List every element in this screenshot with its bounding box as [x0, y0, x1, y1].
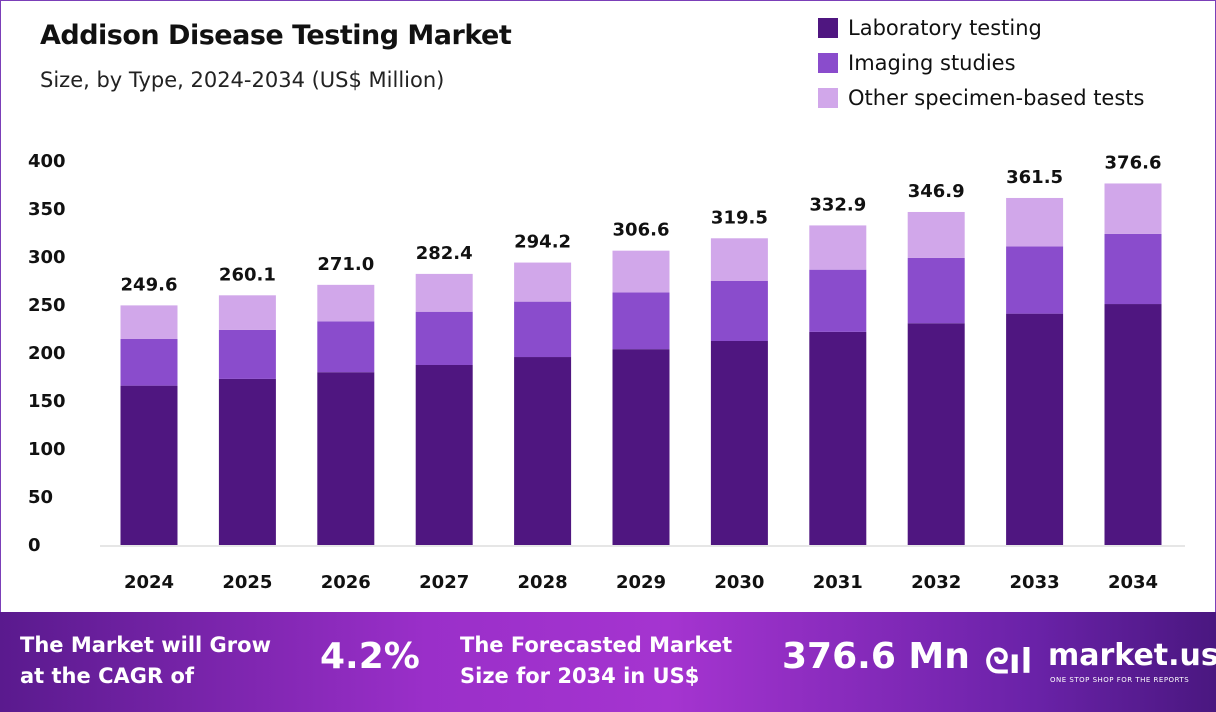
bar-segment-laboratory: [218, 378, 276, 545]
legend-label: Imaging studies: [848, 50, 1016, 75]
bar-segment-imaging: [612, 292, 670, 350]
bar-segment-other: [809, 225, 867, 270]
bar-segment-other: [612, 250, 670, 293]
data-label: 361.5: [1006, 167, 1063, 188]
data-label: 346.9: [908, 181, 965, 202]
bar-segment-laboratory: [1104, 304, 1162, 545]
chart-subtitle: Size, by Type, 2024-2034 (US$ Million): [40, 68, 445, 92]
data-label: 282.4: [416, 243, 473, 264]
summary-banner: The Market will Grow at the CAGR of 4.2% …: [0, 612, 1216, 712]
legend-swatch: [818, 87, 838, 108]
bar-segment-other: [514, 262, 572, 302]
bar-segment-other: [415, 273, 473, 312]
bar-segment-laboratory: [120, 385, 178, 545]
logo: market.us: [1048, 638, 1216, 673]
data-label: 260.1: [219, 264, 276, 285]
bar-segment-imaging: [710, 281, 768, 341]
bar-segment-imaging: [120, 338, 178, 386]
y-tick-label: 50: [28, 487, 53, 508]
legend-swatch: [818, 17, 838, 38]
legend-label: Other specimen-based tests: [848, 85, 1145, 110]
x-tick-label: 2028: [518, 572, 568, 593]
chart-title: Addison Disease Testing Market: [40, 20, 512, 51]
y-tick-label: 100: [28, 439, 66, 460]
bar-segment-other: [218, 295, 276, 330]
y-tick-label: 200: [28, 343, 66, 364]
legend: Laboratory testing Imaging studies Other…: [818, 10, 1144, 115]
bar-segment-imaging: [907, 257, 965, 324]
x-tick-label: 2027: [419, 572, 469, 593]
y-tick-label: 350: [28, 199, 66, 220]
forecast-text: The Forecasted Market Size for 2034 in US…: [460, 630, 732, 692]
bar-segment-imaging: [317, 321, 375, 373]
forecast-text-line: Size for 2034 in US$: [460, 664, 700, 688]
bar-segment-laboratory: [710, 341, 768, 545]
bar-segment-imaging: [415, 311, 473, 365]
data-label: 306.6: [613, 220, 670, 241]
y-tick-label: 150: [28, 391, 66, 412]
legend-swatch: [818, 52, 838, 73]
forecast-text-line: The Forecasted Market: [460, 633, 733, 657]
bar-segment-other: [120, 305, 178, 339]
bar-segment-other: [317, 284, 375, 322]
logo-tagline: ONE STOP SHOP FOR THE REPORTS: [1050, 676, 1190, 684]
data-label: 319.5: [711, 207, 768, 228]
legend-label: Laboratory testing: [848, 15, 1042, 40]
x-tick-label: 2029: [616, 572, 666, 593]
legend-item-imaging: Imaging studies: [818, 45, 1144, 80]
bar-segment-imaging: [218, 329, 276, 379]
x-tick-label: 2031: [813, 572, 863, 593]
bar-segment-other: [1006, 197, 1064, 247]
bar-segment-imaging: [514, 301, 572, 358]
cagr-text-line: at the CAGR of: [20, 664, 195, 688]
data-label: 294.2: [514, 232, 571, 253]
bar-segment-imaging: [809, 269, 867, 332]
data-label: 271.0: [317, 254, 374, 275]
bar-segment-other: [907, 211, 965, 258]
bar-segment-imaging: [1104, 233, 1162, 305]
x-tick-label: 2025: [222, 572, 272, 593]
y-tick-label: 300: [28, 247, 66, 268]
x-tick-label: 2033: [1010, 572, 1060, 593]
data-label: 376.6: [1105, 152, 1162, 173]
data-label: 249.6: [121, 274, 178, 295]
bar-segment-laboratory: [907, 323, 965, 545]
bar-chart: 0 50 100 150 200 250 300 350 400 249.6 2024 260.1 20…: [28, 151, 1185, 593]
bar-segment-other: [1104, 183, 1162, 234]
y-tick-label: 250: [28, 295, 66, 316]
y-tick-label: 0: [28, 535, 41, 556]
bar-segment-other: [710, 238, 768, 281]
bar-segment-laboratory: [317, 372, 375, 545]
bar-segment-laboratory: [612, 349, 670, 545]
x-tick-label: 2026: [321, 572, 371, 593]
x-tick-label: 2030: [714, 572, 764, 593]
bar-segment-imaging: [1006, 246, 1064, 314]
bar-segment-laboratory: [809, 331, 867, 545]
y-tick-label: 400: [28, 151, 66, 172]
cagr-text-line: The Market will Grow: [20, 633, 271, 657]
data-label: 332.9: [809, 194, 866, 215]
x-tick-label: 2032: [911, 572, 961, 593]
logo-icon: ᘓıl: [985, 642, 1033, 682]
legend-item-other: Other specimen-based tests: [818, 80, 1144, 115]
x-tick-label: 2024: [124, 572, 174, 593]
cagr-text: The Market will Grow at the CAGR of: [20, 630, 271, 692]
forecast-value: 376.6 Mn: [782, 636, 970, 677]
cagr-value: 4.2%: [320, 636, 420, 677]
x-tick-label: 2034: [1108, 572, 1158, 593]
legend-item-laboratory: Laboratory testing: [818, 10, 1144, 45]
bar-segment-laboratory: [514, 357, 572, 545]
bar-segment-laboratory: [1006, 313, 1064, 545]
bar-segment-laboratory: [415, 365, 473, 545]
